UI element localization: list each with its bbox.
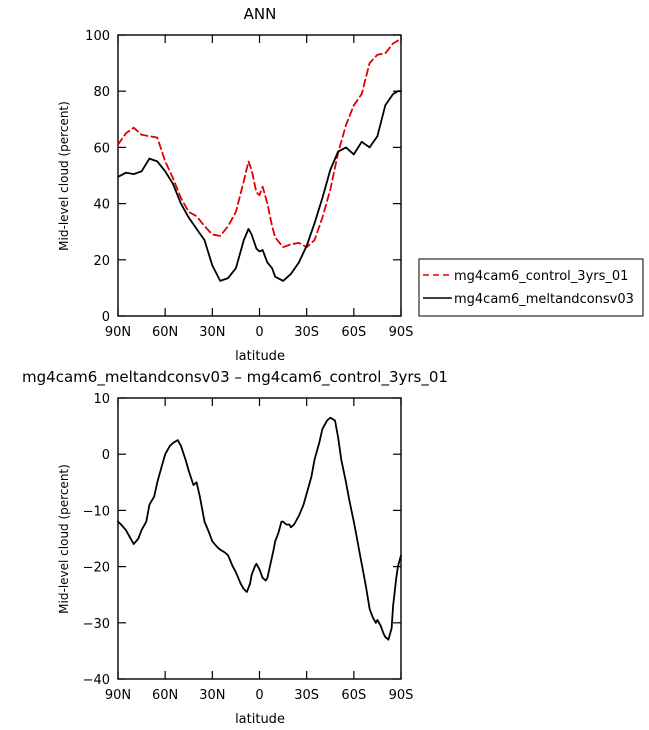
top-x-axis-label: latitude <box>235 349 285 364</box>
top-x-tick-label: 30N <box>199 325 225 340</box>
bottom-x-tick-label: 60S <box>341 688 366 703</box>
bottom-y-tick-label: −40 <box>83 673 110 688</box>
legend: mg4cam6_control_3yrs_01 mg4cam6_meltandc… <box>418 258 644 317</box>
top-x-axis: 90N 60N 30N 0 30S 60S 90S <box>105 35 414 340</box>
bottom-x-tick-label: 30N <box>199 688 225 703</box>
legend-entry-meltandconsv: mg4cam6_meltandconsv03 <box>454 292 634 307</box>
bottom-x-tick-label: 30S <box>294 688 319 703</box>
legend-box <box>418 258 644 317</box>
panel-top: ANN 0 20 40 60 80 100 90N 60N 30N 0 30S 60S 90S lat… <box>57 5 413 364</box>
bottom-series-line-0 <box>117 416 402 641</box>
bottom-chart-title: mg4cam6_meltandconsv03 – mg4cam6_control… <box>22 368 448 387</box>
top-y-tick-label: 100 <box>85 29 110 44</box>
bottom-x-tick-label: 0 <box>255 688 263 703</box>
bottom-x-axis-label: latitude <box>235 712 285 727</box>
top-y-tick-label: 20 <box>93 254 110 269</box>
top-y-axis: 0 20 40 60 80 100 <box>85 29 401 325</box>
bottom-y-tick-label: 0 <box>102 448 110 463</box>
top-chart-title: ANN <box>244 5 277 23</box>
panel-bottom: mg4cam6_meltandconsv03 – mg4cam6_control… <box>22 368 448 727</box>
top-y-tick-label: 0 <box>102 310 110 325</box>
bottom-y-axis-label: Mid-level cloud (percent) <box>57 464 71 614</box>
top-x-tick-label: 90N <box>105 325 131 340</box>
top-series-line-0 <box>117 36 402 249</box>
top-plot-frame <box>117 34 402 317</box>
top-x-tick-label: 60N <box>152 325 178 340</box>
legend-entry-control: mg4cam6_control_3yrs_01 <box>454 269 628 284</box>
top-x-tick-label: 30S <box>294 325 319 340</box>
bottom-y-tick-label: −30 <box>83 617 110 632</box>
top-y-tick-label: 60 <box>93 141 110 156</box>
top-series-layer <box>117 36 402 282</box>
top-x-tick-label: 0 <box>255 325 263 340</box>
bottom-y-tick-label: 10 <box>93 392 110 407</box>
bottom-y-tick-label: −10 <box>83 504 110 519</box>
bottom-y-axis: −40 −30 −20 −10 0 10 <box>83 392 401 688</box>
top-y-axis-label: Mid-level cloud (percent) <box>57 101 71 251</box>
bottom-series-layer <box>117 416 402 641</box>
top-x-tick-label: 60S <box>341 325 366 340</box>
top-y-tick-label: 40 <box>93 198 110 213</box>
top-series-line-1 <box>117 90 402 282</box>
top-x-tick-label: 90S <box>389 325 414 340</box>
bottom-x-axis: 90N 60N 30N 0 30S 60S 90S <box>105 398 414 703</box>
bottom-x-tick-label: 90N <box>105 688 131 703</box>
bottom-plot-frame <box>117 397 402 680</box>
bottom-y-tick-label: −20 <box>83 561 110 576</box>
bottom-x-tick-label: 60N <box>152 688 178 703</box>
bottom-x-tick-label: 90S <box>389 688 414 703</box>
top-y-tick-label: 80 <box>93 85 110 100</box>
